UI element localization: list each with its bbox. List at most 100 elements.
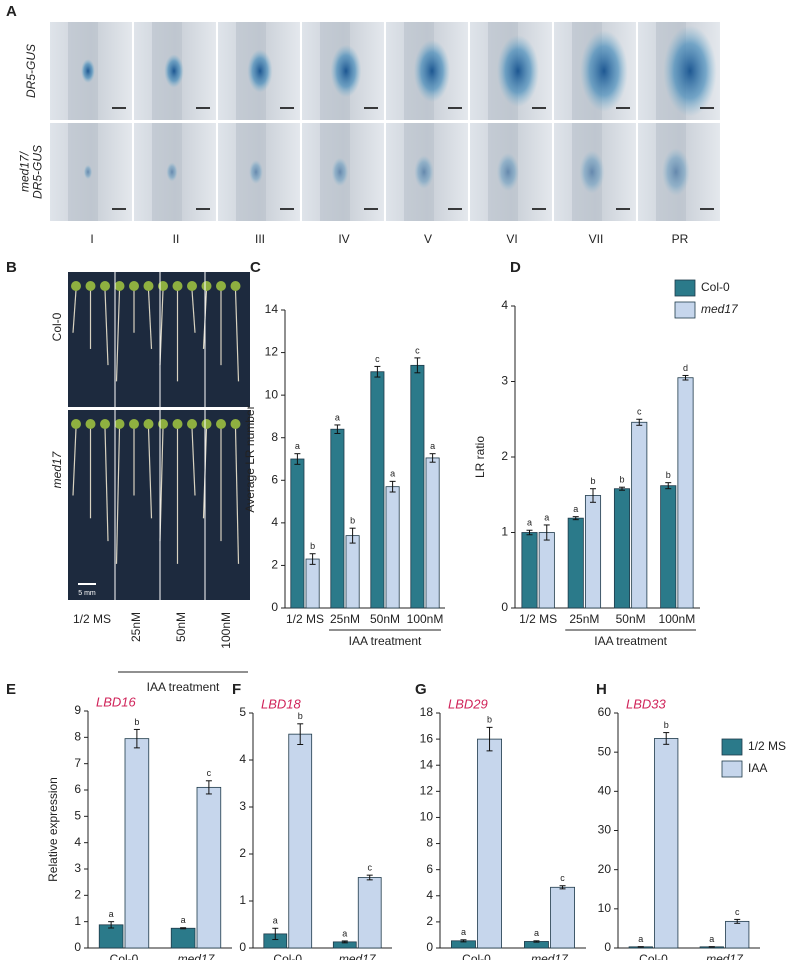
treatment-label: 100nM — [219, 612, 233, 649]
leaf — [216, 419, 226, 429]
y-tick-label: 12 — [265, 345, 279, 359]
error-bar — [272, 927, 279, 941]
significance-letter: c — [207, 768, 212, 778]
gus-stain — [166, 162, 178, 182]
stage-label: III — [255, 232, 265, 246]
x-tick-label: med17 — [339, 952, 377, 960]
error-bar — [533, 940, 540, 943]
gus-stain — [81, 59, 95, 83]
significance-letter: c — [637, 407, 642, 417]
y-tick-label: 10 — [420, 810, 434, 824]
error-bar — [334, 424, 341, 434]
error-bar — [349, 527, 356, 544]
gus-stain — [330, 44, 362, 98]
bar — [631, 421, 648, 609]
root — [72, 289, 77, 333]
stage-label: VI — [506, 232, 517, 246]
gus-stain — [247, 49, 273, 93]
error-bar — [590, 488, 597, 503]
bar — [290, 458, 305, 609]
y-tick-label: 4 — [74, 835, 81, 849]
error-bar — [572, 516, 579, 521]
y-tick-label: 4 — [501, 298, 508, 312]
panel-label: A — [6, 3, 17, 20]
bar — [124, 738, 150, 949]
significance-letter: a — [544, 512, 549, 522]
bar — [305, 558, 320, 609]
significance-letter: a — [461, 927, 466, 937]
gus-stain — [579, 150, 605, 194]
y-tick-label: 2 — [239, 846, 246, 860]
bar — [550, 886, 575, 949]
bar — [370, 371, 385, 609]
gus-stain — [497, 35, 539, 107]
y-tick-label: 18 — [420, 705, 434, 719]
stage-label: PR — [672, 232, 689, 246]
x-tick-label: 25nM — [330, 612, 360, 626]
error-bar — [294, 453, 301, 465]
row-label: med17 — [50, 450, 64, 488]
stage-label: VII — [589, 232, 604, 246]
y-tick-label: 4 — [271, 515, 278, 529]
x-tick-label: med17 — [706, 952, 744, 960]
bar — [425, 457, 440, 609]
leaf — [85, 281, 96, 291]
stage-label: II — [173, 232, 180, 246]
error-bar — [366, 874, 373, 881]
significance-letter: b — [350, 516, 355, 526]
row-label: med17/ — [18, 150, 32, 192]
leaf — [85, 419, 96, 429]
significance-letter: a — [573, 504, 578, 514]
significance-letter: a — [295, 441, 300, 451]
root — [115, 289, 121, 382]
treatment-label: 50nM — [174, 612, 188, 642]
gene-title: LBD33 — [626, 696, 667, 711]
y-tick-label: 2 — [426, 914, 433, 928]
panel-label: B — [6, 259, 17, 276]
significance-letter: c — [560, 873, 565, 883]
significance-letter: a — [534, 928, 539, 938]
error-bar — [665, 482, 672, 490]
bar — [170, 927, 196, 949]
leaf — [114, 281, 125, 291]
bar — [677, 377, 694, 609]
treatment-label: 1/2 MS — [73, 612, 111, 626]
root-tissue — [68, 123, 98, 221]
gus-stain — [83, 164, 93, 180]
error-bar — [180, 927, 187, 930]
significance-letter: a — [335, 412, 340, 422]
bar — [538, 532, 555, 609]
significance-letter: a — [109, 909, 114, 919]
scale-bar-label: 5 mm — [78, 590, 96, 597]
leaf — [129, 419, 139, 429]
significance-letter: c — [367, 863, 372, 873]
significance-letter: b — [619, 475, 624, 485]
y-axis-label: Average LR number — [243, 405, 257, 512]
y-tick-label: 0 — [74, 940, 81, 954]
leaf — [201, 281, 212, 291]
y-tick-label: 7 — [74, 756, 81, 770]
gene-title: LBD29 — [448, 696, 488, 711]
significance-letter: b — [666, 470, 671, 480]
y-tick-label: 0 — [501, 600, 508, 614]
root — [234, 289, 240, 382]
bar — [654, 738, 679, 949]
gus-stain — [662, 148, 690, 196]
bar — [660, 485, 677, 609]
root — [191, 289, 196, 333]
y-tick-label: 2 — [501, 449, 508, 463]
significance-letter: a — [430, 441, 435, 451]
y-tick-label: 0 — [271, 600, 278, 614]
x-axis-label: IAA treatment — [594, 634, 667, 648]
bar — [521, 532, 538, 609]
x-tick-label: 100nM — [659, 612, 696, 626]
significance-letter: b — [298, 711, 303, 721]
significance-letter: b — [310, 541, 315, 551]
y-axis-label: LR ratio — [473, 436, 487, 478]
y-tick-label: 0 — [239, 940, 246, 954]
error-bar — [559, 885, 566, 890]
error-bar — [636, 418, 643, 426]
y-tick-label: 0 — [604, 940, 611, 954]
leaf — [172, 281, 183, 291]
